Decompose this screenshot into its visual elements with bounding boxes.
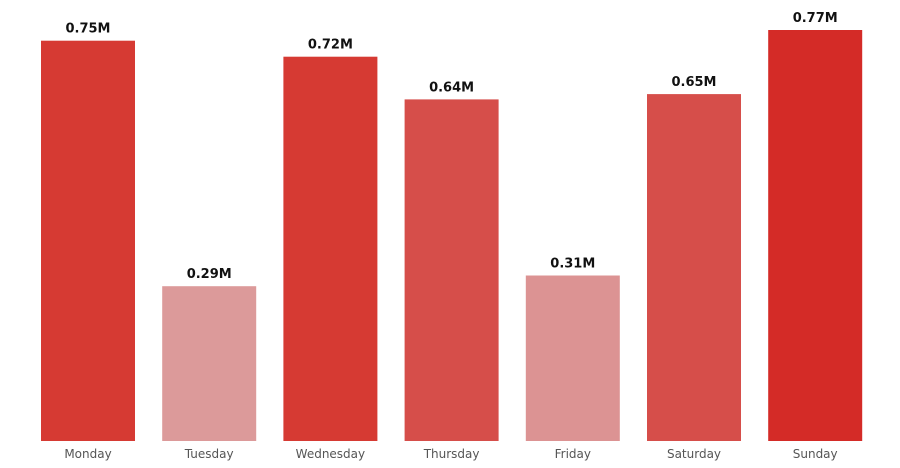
data-label-wednesday: 0.72M [308,38,353,53]
bar-thursday[interactable] [404,99,499,442]
data-label-tuesday: 0.29M [187,267,232,282]
x-axis-tick-labels: Monday Tuesday Wednesday Thursday Friday Satu… [64,447,837,461]
x-tick-label-wednesday: Wednesday [296,447,365,461]
data-label-monday: 0.75M [65,22,110,37]
data-label-sunday: 0.77M [793,11,838,26]
x-tick-label-friday: Friday [555,447,591,461]
x-tick-label-monday: Monday [64,447,111,461]
bar-sunday[interactable] [768,30,863,441]
x-tick-label-thursday: Thursday [423,447,480,461]
bars-group [41,30,863,442]
bar-wednesday[interactable] [283,56,378,441]
x-tick-label-sunday: Sunday [793,447,838,461]
bar-friday[interactable] [525,275,620,442]
data-label-friday: 0.31M [550,257,595,272]
bar-saturday[interactable] [647,94,741,441]
data-label-saturday: 0.65M [671,75,716,90]
value-labels-group: 0.75M 0.29M 0.72M 0.64M 0.31M 0.65M 0.77M [65,11,837,282]
x-tick-label-saturday: Saturday [667,447,721,461]
data-label-thursday: 0.64M [429,80,474,95]
bar-tuesday[interactable] [162,286,257,441]
x-tick-label-tuesday: Tuesday [184,447,234,461]
bar-monday[interactable] [41,40,135,441]
